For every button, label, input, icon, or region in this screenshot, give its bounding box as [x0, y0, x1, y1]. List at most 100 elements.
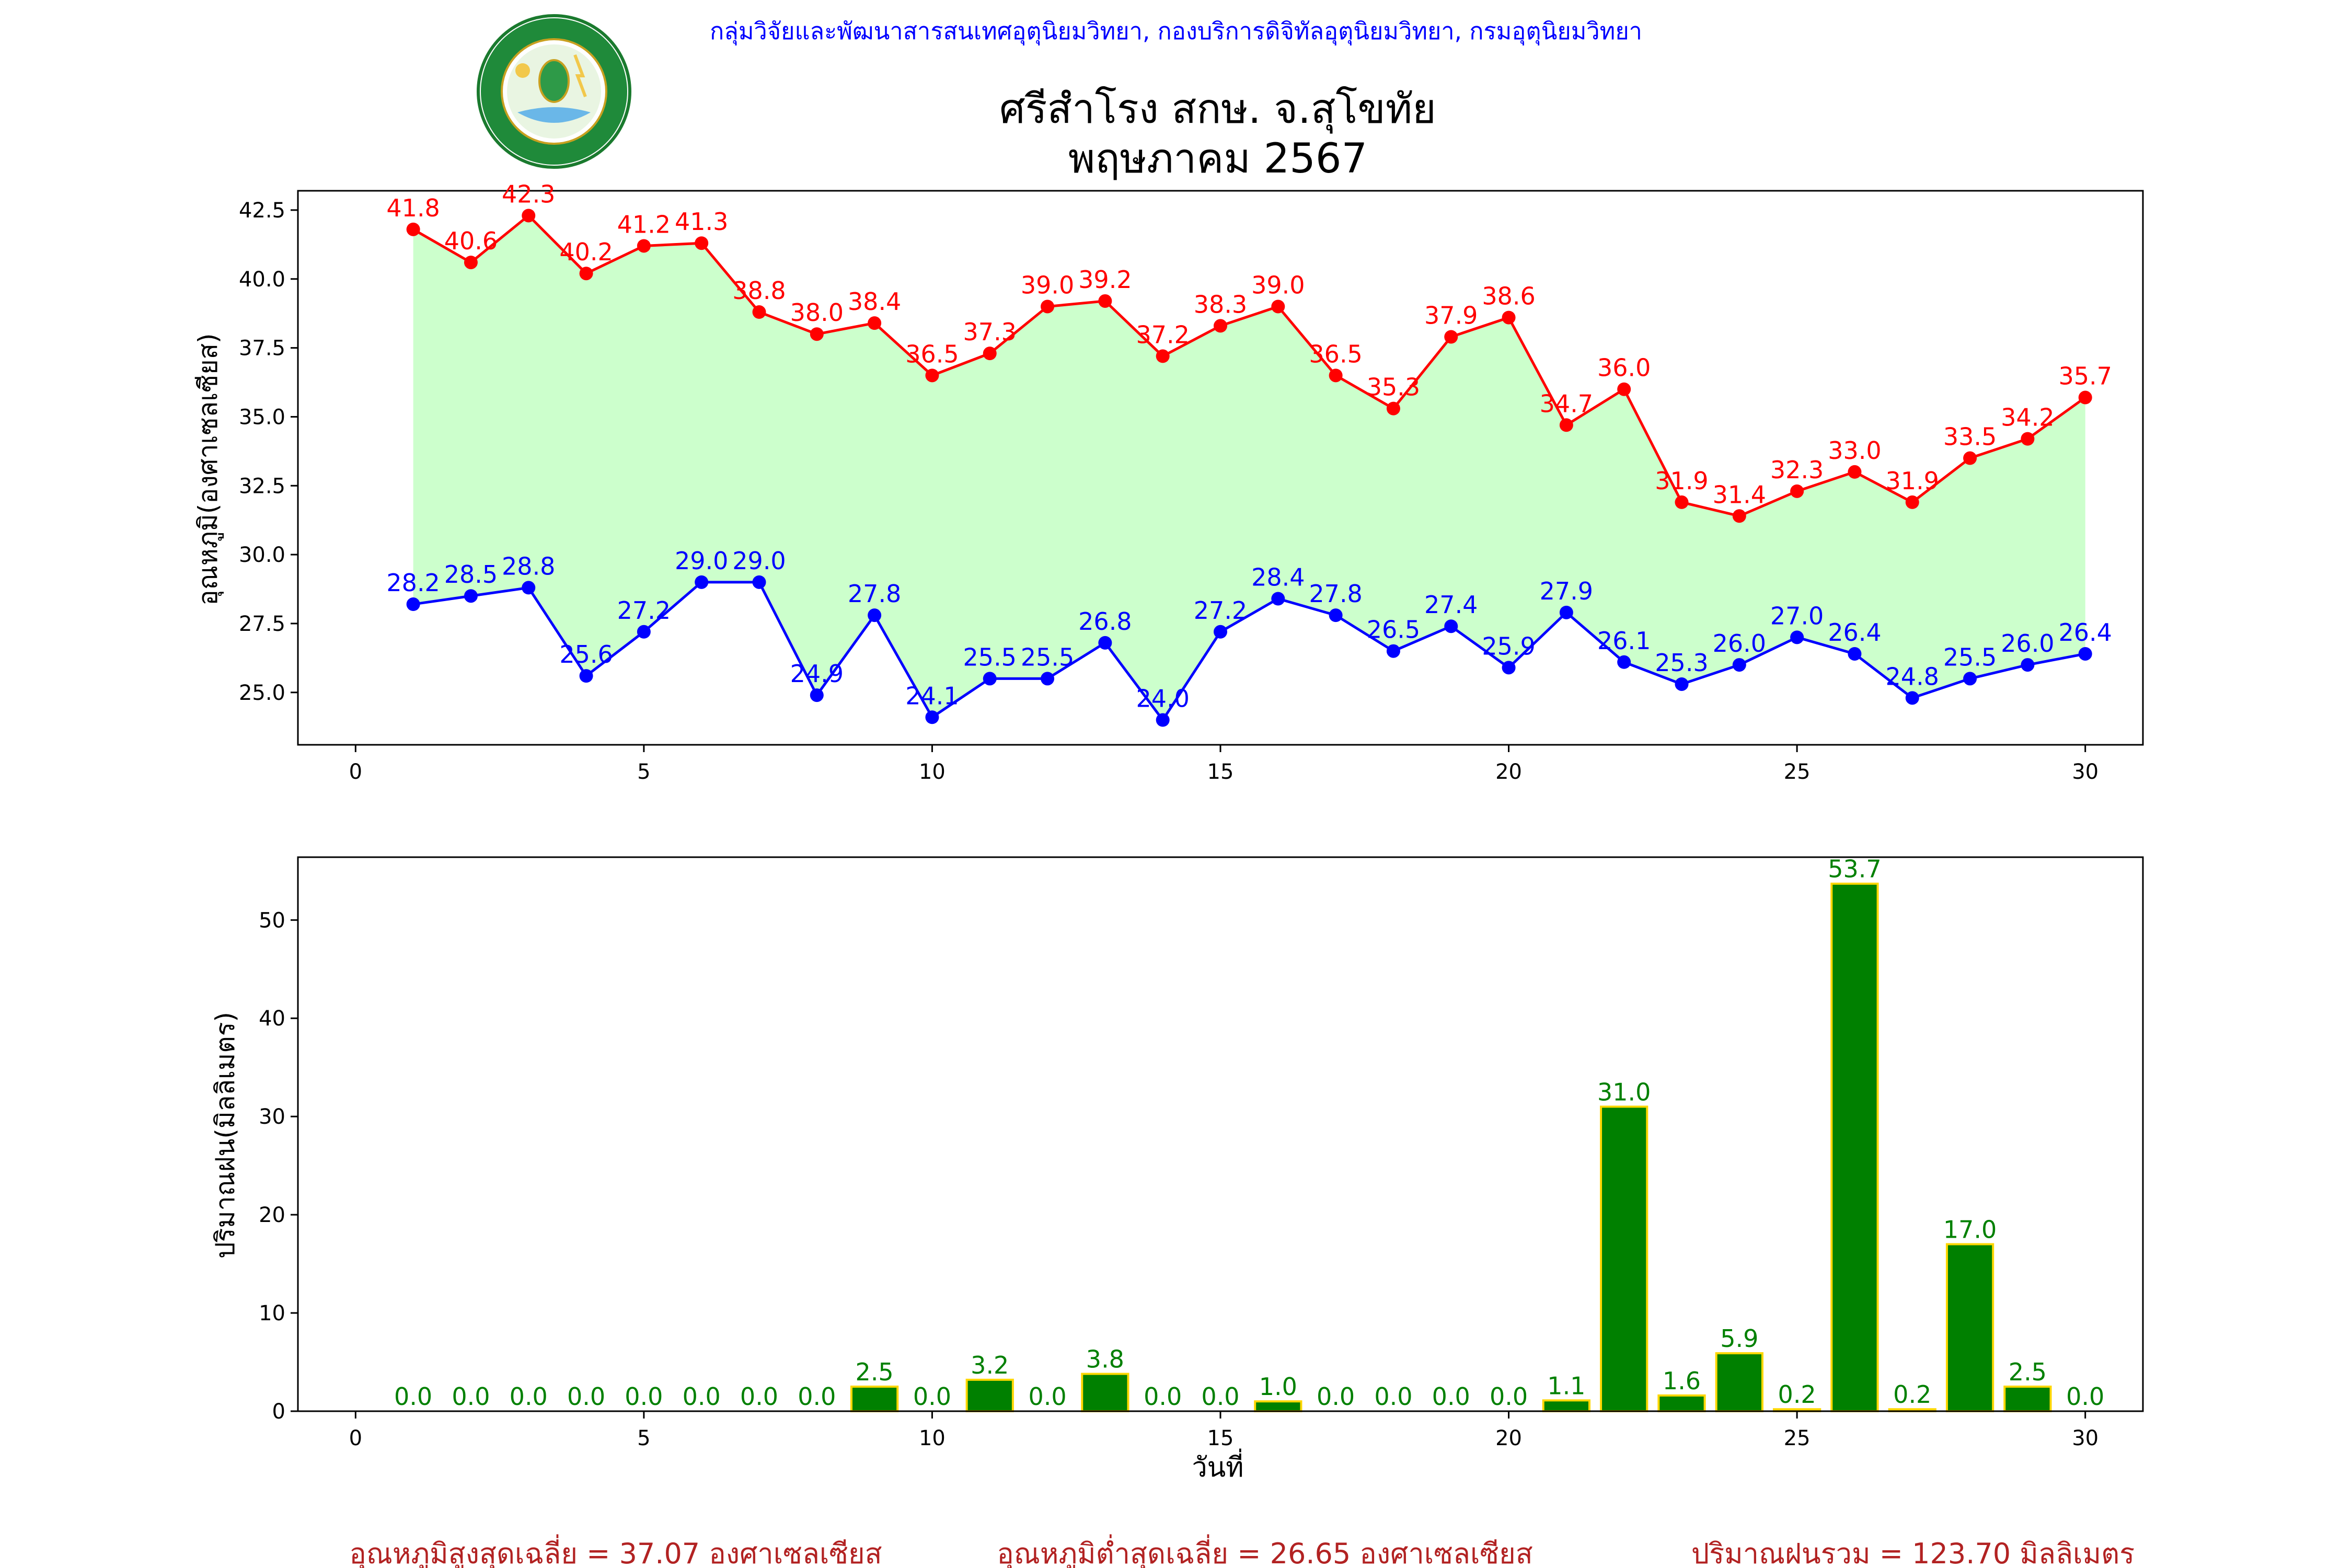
department-logo [477, 14, 631, 169]
temperature-x-tick-label: 0 [349, 760, 362, 784]
temperature-y-tick-label: 40.0 [239, 268, 285, 292]
rainfall-value-label: 1.1 [1547, 1371, 1585, 1400]
rainfall-value-label: 0.0 [567, 1382, 605, 1411]
max-temperature-value-label: 38.0 [790, 298, 844, 327]
max-temperature-value-label: 37.9 [1424, 302, 1478, 330]
rainfall-x-tick-label: 0 [349, 1426, 362, 1450]
min-temperature-value-label: 26.0 [1713, 629, 1766, 658]
max-temperature-point [1041, 299, 1055, 314]
max-temperature-value-label: 38.3 [1194, 290, 1247, 318]
min-temperature-point [1041, 672, 1055, 686]
min-temperature-point [579, 669, 593, 683]
rainfall-x-tick-label: 25 [1784, 1426, 1811, 1450]
min-temperature-point [810, 688, 824, 702]
rainfall-bar [1830, 882, 1879, 1412]
max-temperature-value-label: 39.2 [1078, 266, 1132, 294]
min-temperature-point [983, 672, 997, 686]
min-temperature-value-label: 24.0 [1136, 685, 1189, 713]
rainfall-bar [1600, 1105, 1648, 1413]
min-temperature-point [1502, 661, 1516, 675]
rainfall-value-label: 0.0 [625, 1382, 663, 1411]
min-temperature-point [406, 597, 420, 612]
min-temperature-line [413, 581, 2086, 722]
rainfall-x-axis-label: วันที่ [1192, 1448, 1243, 1483]
max-temperature-point [2021, 432, 2035, 446]
min-temperature-value-label: 27.2 [1194, 596, 1247, 625]
rainfall-bar [1254, 1400, 1302, 1412]
temperature-range-fill [413, 215, 2085, 720]
rainfall-value-label: 0.0 [683, 1382, 721, 1411]
max-temperature-value-label: 33.5 [1943, 423, 1997, 451]
logo-figure-icon [538, 59, 570, 103]
max-temperature-value-label: 40.2 [559, 238, 613, 266]
rainfall-bar [1542, 1399, 1590, 1412]
max-temperature-point [1848, 465, 1862, 479]
min-temperature-point [522, 581, 536, 595]
rainfall-bar [1945, 1243, 1994, 1412]
rainfall-bar [2003, 1386, 2052, 1412]
rainfall-value-label: 0.0 [1028, 1382, 1066, 1411]
logo-cloud-icon [517, 107, 591, 123]
rainfall-value-label: 0.0 [2066, 1382, 2104, 1411]
max-temperature-value-label: 35.7 [2058, 362, 2112, 390]
min-temperature-value-label: 28.2 [386, 569, 440, 597]
max-temperature-point [1214, 319, 1227, 333]
footer-total-rain: ปริมาณฝนรวม = 123.70 มิลลิเมตร [1691, 1537, 2135, 1568]
station-title: ศรีสำโรง สกษ. จ.สุโขทัย [999, 86, 1436, 134]
rainfall-value-label: 3.2 [971, 1351, 1009, 1379]
rainfall-value-label: 0.0 [452, 1382, 490, 1411]
min-temperature-value-label: 25.5 [963, 643, 1017, 671]
max-temperature-value-label: 38.6 [1482, 282, 1535, 310]
max-temperature-value-label: 32.3 [1770, 456, 1824, 484]
rainfall-x-tick-label: 15 [1207, 1426, 1234, 1450]
period-title: พฤษภาคม 2567 [1068, 135, 1367, 182]
min-temperature-value-label: 26.5 [1367, 616, 1420, 644]
max-temperature-point [406, 222, 420, 236]
min-temperature-value-label: 27.9 [1540, 577, 1593, 605]
min-temperature-value-label: 26.4 [1828, 618, 1881, 647]
rainfall-value-label: 0.2 [1893, 1380, 1931, 1409]
rainfall-value-label: 1.0 [1259, 1373, 1297, 1401]
max-temperature-value-label: 34.2 [2001, 403, 2054, 432]
min-temperature-point [925, 710, 939, 724]
rainfall-bar [850, 1386, 899, 1412]
max-temperature-point [810, 327, 824, 341]
max-temperature-point [464, 256, 478, 270]
min-temperature-value-label: 25.3 [1655, 649, 1708, 677]
rainfall-value-label: 0.0 [394, 1382, 432, 1411]
max-temperature-value-label: 35.3 [1367, 373, 1420, 401]
rainfall-y-tick-label: 10 [259, 1301, 285, 1325]
rainfall-y-tick-label: 50 [259, 908, 285, 932]
rainfall-value-label: 53.7 [1828, 855, 1881, 883]
rainfall-value-label: 0.0 [1374, 1382, 1412, 1411]
max-temperature-point [637, 239, 651, 253]
rainfall-value-label: 0.0 [1317, 1382, 1355, 1411]
temperature-y-tick-label: 37.5 [239, 337, 285, 361]
min-temperature-point [1790, 630, 1804, 644]
min-temperature-value-label: 29.0 [675, 547, 728, 575]
max-temperature-point [1675, 495, 1689, 509]
min-temperature-value-label: 25.9 [1482, 632, 1535, 660]
max-temperature-value-label: 36.5 [1309, 340, 1362, 368]
rainfall-value-label: 5.9 [1720, 1324, 1758, 1353]
min-temperature-point [1156, 713, 1170, 727]
rainfall-value-label: 1.6 [1663, 1367, 1701, 1395]
min-temperature-point [1617, 655, 1631, 669]
temperature-x-tick-label: 30 [2072, 760, 2099, 784]
max-temperature-point [1905, 495, 1919, 509]
min-temperature-value-label: 27.4 [1424, 591, 1478, 619]
min-temperature-value-label: 27.0 [1770, 602, 1824, 630]
rainfall-value-label: 0.0 [1490, 1382, 1528, 1411]
max-temperature-point [925, 368, 939, 383]
rainfall-bar [1657, 1394, 1706, 1413]
max-temperature-point [522, 209, 536, 223]
temperature-x-tick-label: 5 [637, 760, 650, 784]
temperature-y-tick-label: 35.0 [239, 405, 285, 429]
max-temperature-value-label: 37.2 [1136, 320, 1189, 349]
temperature-y-tick-label: 25.0 [239, 681, 285, 705]
max-temperature-point [1271, 299, 1285, 314]
footer-avg-max: อุณหภูมิสูงสุดเฉลี่ย = 37.07 องศาเซลเซีย… [349, 1534, 882, 1568]
rainfall-value-label: 0.0 [740, 1382, 778, 1411]
rainfall-bar [1715, 1352, 1763, 1413]
